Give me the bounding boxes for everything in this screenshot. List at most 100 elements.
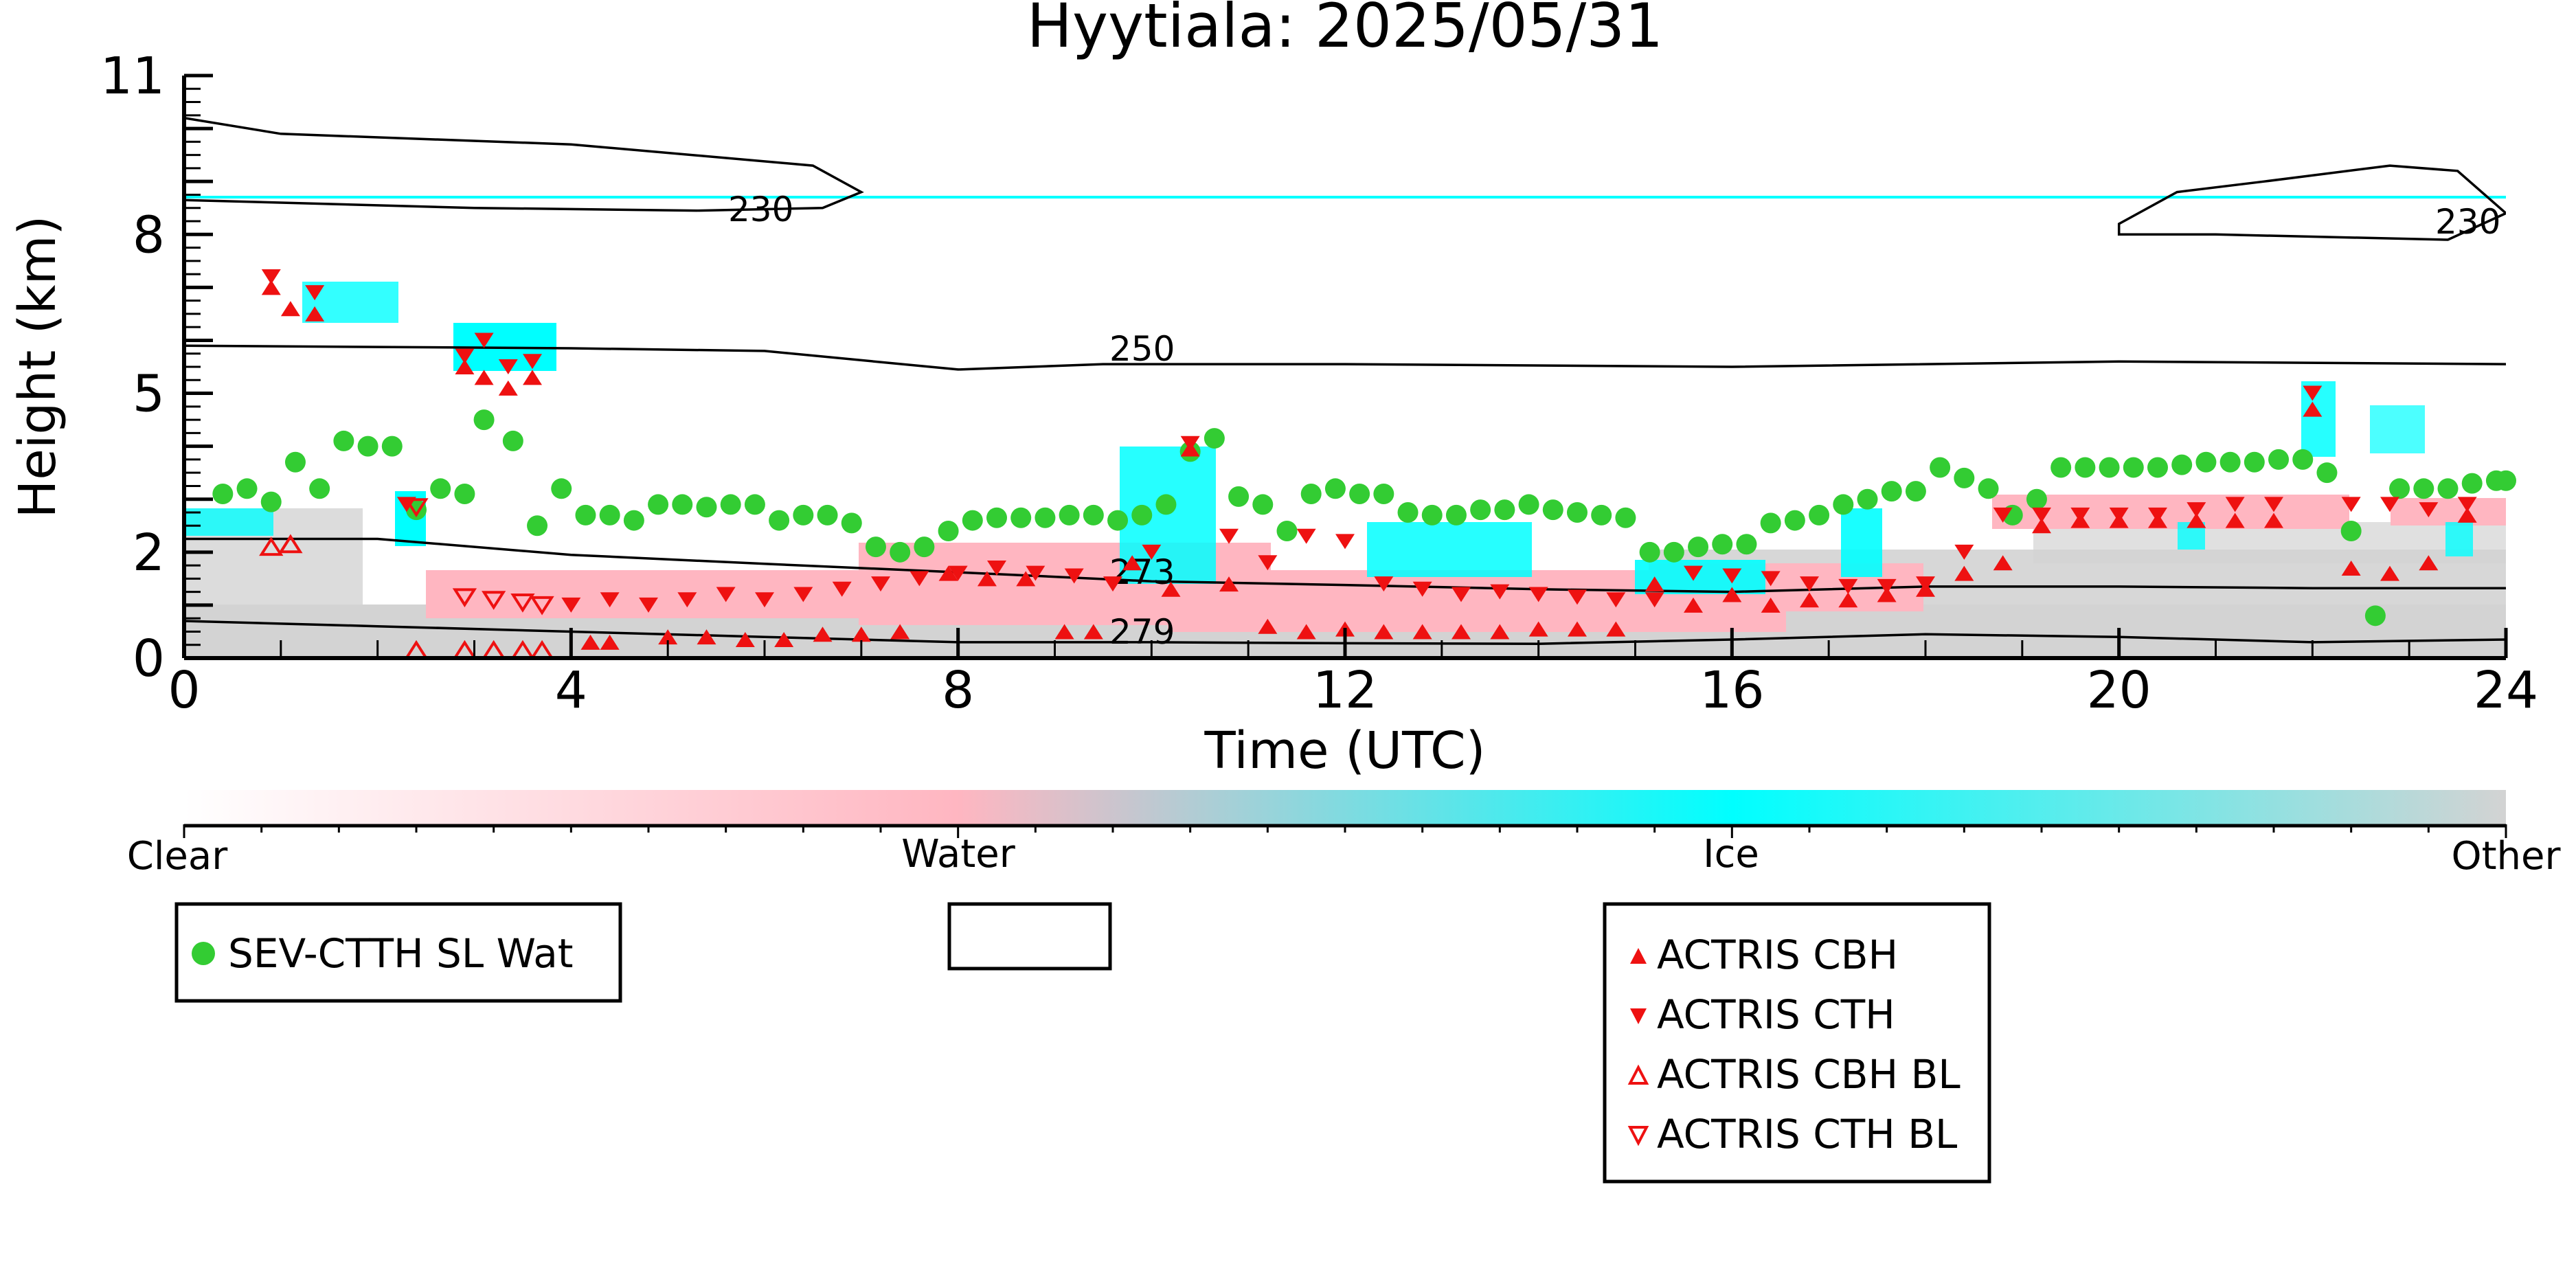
point-sev-ctth-sl-wat [502, 430, 523, 451]
point-actris-cth [1722, 568, 1742, 584]
point-actris-cbh [1568, 621, 1587, 637]
point-sev-ctth-sl-wat [1930, 457, 1951, 478]
point-sev-ctth-sl-wat [1567, 502, 1588, 523]
point-sev-ctth-sl-wat [1083, 504, 1104, 526]
point-actris-cth [677, 592, 697, 608]
water-band [1992, 495, 2349, 529]
point-sev-ctth-sl-wat [1155, 494, 1177, 515]
legend-item-sev-ctth: SEV-CTTH SL Wat [228, 930, 574, 977]
point-actris-cth [1800, 576, 1819, 592]
point-actris-cbh [658, 629, 678, 645]
point-actris-cbh [2419, 555, 2439, 571]
x-tick-label: 20 [2087, 661, 2151, 720]
contour-label-250: 250 [1109, 329, 1175, 369]
point-actris-cbh [977, 571, 997, 587]
contour-labels: 230 230 250 273 279 [728, 190, 2500, 652]
point-actris-cth [474, 332, 494, 348]
point-actris-cth [1954, 544, 1974, 560]
point-actris-cbh [2457, 507, 2477, 523]
colorbar-label-clear: Clear [127, 834, 228, 879]
point-sev-ctth-sl-wat [2099, 457, 2120, 478]
point-actris-cbh [280, 301, 300, 317]
y-tick-label: 5 [133, 365, 165, 424]
legend-filled-up-triangle-icon [1630, 948, 1647, 964]
point-sev-ctth-sl-wat [2316, 462, 2338, 484]
point-actris-cth [1142, 544, 1162, 560]
point-actris-cth [1993, 507, 2013, 523]
point-actris-cbh [600, 634, 620, 650]
point-sev-ctth-sl-wat [1397, 502, 1419, 523]
point-actris-cth [305, 285, 325, 301]
point-sev-ctth-sl-wat [333, 430, 354, 451]
point-sev-ctth-sl-wat [2147, 457, 2168, 478]
point-actris-cth [1645, 592, 1664, 608]
point-sev-ctth-sl-wat [260, 491, 282, 512]
point-sev-ctth-sl-wat [1784, 510, 1805, 531]
point-sev-ctth-sl-wat [2340, 520, 2362, 541]
point-actris-cbh [2380, 565, 2399, 581]
point-sev-ctth-sl-wat [2461, 473, 2483, 494]
point-actris-cth [261, 269, 281, 284]
ice-patch [1367, 522, 1532, 577]
point-sev-ctth-sl-wat [986, 507, 1007, 528]
legend-open-up-triangle-icon [1627, 1064, 1649, 1085]
point-actris-cbh [455, 359, 475, 374]
point-actris-cbh [261, 280, 281, 295]
legend-filled-down-triangle-icon [1630, 1008, 1647, 1024]
point-actris-cbh [474, 370, 494, 385]
point-actris-cbh [2303, 401, 2323, 417]
point-sev-ctth-sl-wat [1300, 484, 1322, 505]
point-actris-cbh [938, 565, 958, 581]
point-actris-cbh [2264, 512, 2283, 528]
point-actris-cth [2341, 497, 2361, 512]
point-sev-ctth-sl-wat [1059, 504, 1080, 526]
point-actris-cbh [1161, 581, 1181, 597]
ice-patch [1841, 508, 1882, 577]
point-sev-ctth-sl-wat [599, 504, 620, 526]
point-sev-ctth-sl-wat [793, 504, 814, 526]
point-actris-cbh [1528, 621, 1548, 637]
point-actris-cth [1838, 578, 1858, 594]
point-actris-cbh [813, 626, 833, 642]
colorbar-label-other: Other [2451, 834, 2561, 879]
colorbar-label-water: Water [901, 832, 1016, 877]
point-sev-ctth-sl-wat [1252, 494, 1274, 515]
point-sev-ctth-sl-wat [696, 497, 717, 518]
point-actris-cth [498, 359, 518, 374]
point-actris-cbh [1800, 592, 1819, 608]
point-sev-ctth-sl-wat [2195, 451, 2217, 473]
point-actris-cth [455, 348, 475, 364]
legend-item-actris-cbh: ACTRIS CBH [1657, 931, 1898, 978]
point-sev-ctth-sl-wat [1276, 520, 1298, 541]
point-actris-cbh [1083, 624, 1103, 640]
point-sev-ctth-sl-wat [1809, 504, 1830, 526]
point-sev-ctth-sl-wat [1591, 504, 1612, 526]
point-sev-ctth-sl-wat [1131, 504, 1153, 526]
point-sev-ctth-sl-wat [2496, 470, 2516, 491]
point-actris-cbh [2341, 560, 2361, 576]
point-actris-cbh [1722, 587, 1742, 602]
contour-label-230: 230 [728, 190, 793, 229]
colorbar-ticks [183, 824, 2507, 838]
point-actris-cth [793, 587, 813, 602]
point-actris-cth [1490, 584, 1510, 600]
point-actris-cth [2225, 497, 2245, 512]
point-actris-cth [1103, 576, 1122, 592]
point-actris-cth [600, 592, 620, 608]
legend-empty-box [947, 902, 1112, 971]
point-actris-cth [1180, 436, 1200, 451]
y-tick-label: 11 [100, 47, 165, 106]
point-sev-ctth-sl-wat [962, 510, 983, 531]
point-sev-ctth-sl-wat [2219, 451, 2241, 473]
point-actris-cbh [580, 634, 600, 650]
point-sev-ctth-sl-wat [212, 484, 234, 505]
point-actris-cth [1296, 528, 1316, 544]
point-actris-cth-bl [482, 591, 506, 610]
point-actris-cbh [1451, 624, 1471, 640]
point-actris-cbh [2225, 512, 2245, 528]
point-sev-ctth-sl-wat [1881, 481, 1902, 502]
point-actris-cth [2380, 497, 2399, 512]
point-sev-ctth-sl-wat [1349, 484, 1370, 505]
x-tick-label: 8 [942, 661, 974, 720]
point-sev-ctth-sl-wat [2123, 457, 2144, 478]
